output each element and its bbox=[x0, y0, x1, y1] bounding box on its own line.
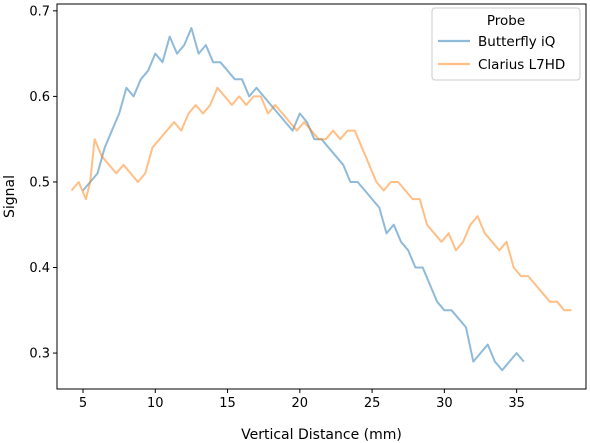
y-axis: 0.3 0.4 0.5 0.6 0.7 bbox=[29, 4, 57, 362]
x-tick-label: 30 bbox=[436, 396, 453, 411]
legend: Probe Butterfly iQ Clarius L7HD bbox=[431, 7, 581, 81]
y-tick-label: 0.5 bbox=[29, 175, 50, 190]
x-tick-label: 5 bbox=[79, 396, 87, 411]
legend-label-0: Butterfly iQ bbox=[478, 34, 555, 50]
legend-title: Probe bbox=[487, 13, 525, 29]
x-axis-label: Vertical Distance (mm) bbox=[241, 427, 402, 443]
x-tick-label: 10 bbox=[147, 396, 164, 411]
x-tick-label: 15 bbox=[219, 396, 236, 411]
x-tick-label: 35 bbox=[508, 396, 525, 411]
y-tick-label: 0.7 bbox=[29, 4, 50, 19]
series-line-0 bbox=[82, 27, 525, 372]
x-tick-label: 25 bbox=[364, 396, 381, 411]
plot-frame bbox=[56, 3, 587, 390]
x-tick-label: 20 bbox=[292, 396, 309, 411]
legend-frame bbox=[431, 7, 581, 81]
series-line-1 bbox=[70, 86, 572, 312]
y-tick-label: 0.6 bbox=[29, 90, 50, 105]
y-tick-label: 0.4 bbox=[29, 261, 50, 276]
legend-label-1: Clarius L7HD bbox=[478, 57, 565, 73]
y-axis-label: Signal bbox=[2, 175, 18, 218]
series-layer bbox=[70, 27, 572, 372]
y-tick-label: 0.3 bbox=[29, 347, 50, 362]
x-axis: 5 10 15 20 25 30 35 bbox=[79, 389, 525, 411]
